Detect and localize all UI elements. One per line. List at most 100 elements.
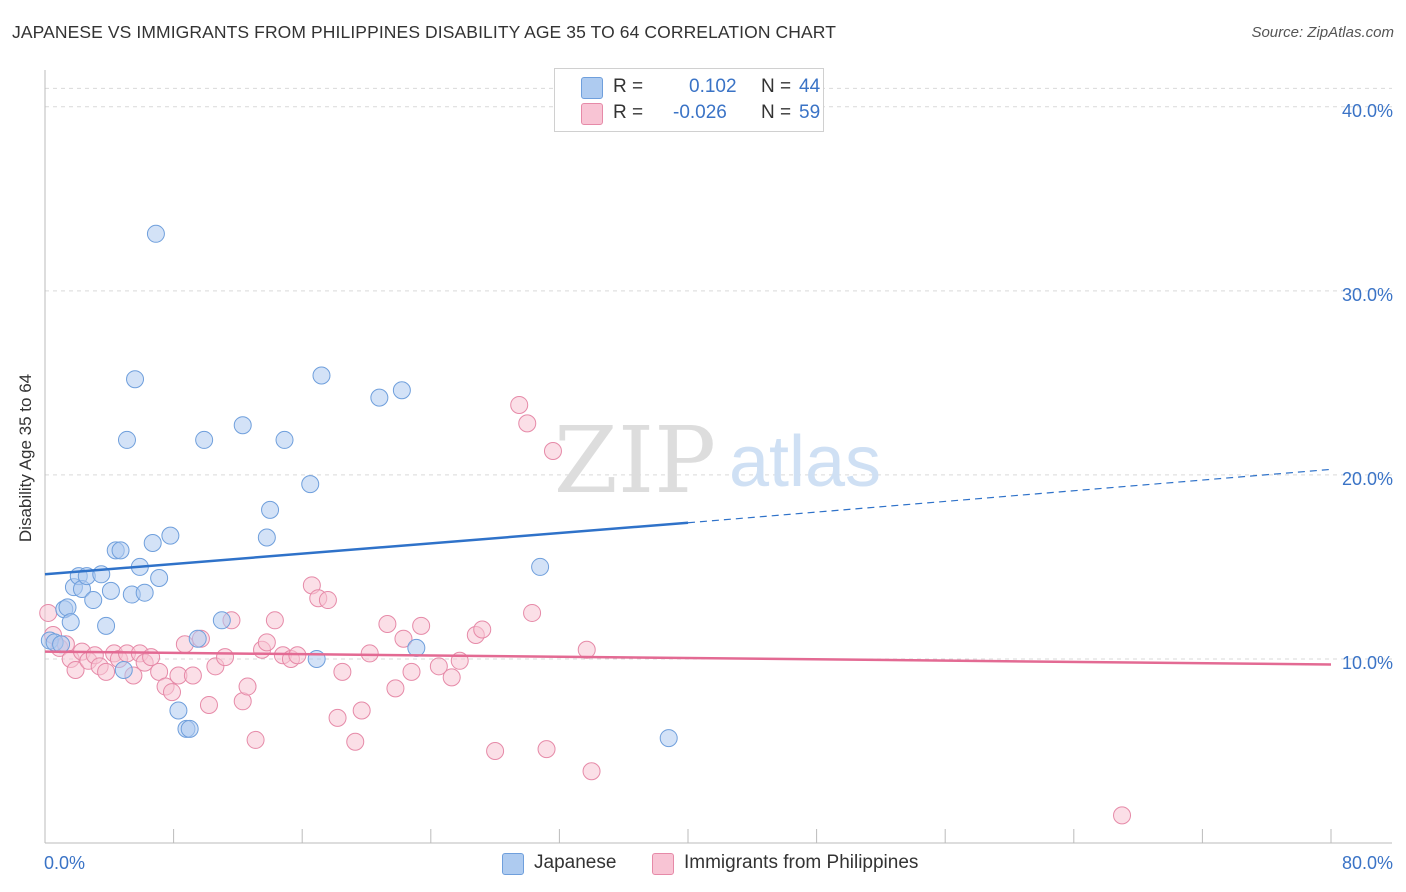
- trend-line-japanese: [44, 521, 689, 576]
- data-point-japanese: [97, 616, 116, 635]
- legend-n-label: N =: [761, 76, 792, 97]
- data-point-japanese: [117, 430, 136, 449]
- data-point-philippines: [486, 741, 505, 760]
- data-point-philippines: [346, 732, 365, 751]
- data-point-philippines: [510, 395, 529, 414]
- data-point-philippines: [318, 591, 337, 610]
- data-point-philippines: [333, 662, 352, 681]
- data-point-philippines: [246, 730, 265, 749]
- data-point-japanese: [212, 611, 231, 630]
- data-point-philippines: [523, 603, 542, 622]
- data-point-philippines: [265, 611, 284, 630]
- data-point-japanese: [61, 613, 80, 632]
- data-point-japanese: [261, 500, 280, 519]
- data-point-philippines: [537, 740, 556, 759]
- data-point-japanese: [307, 649, 326, 668]
- data-point-philippines: [378, 614, 397, 633]
- data-point-japanese: [111, 541, 130, 560]
- watermark: ZIP atlas: [554, 407, 881, 514]
- data-point-philippines: [518, 414, 537, 433]
- data-point-japanese: [143, 534, 162, 553]
- data-point-japanese: [659, 729, 678, 748]
- data-point-philippines: [386, 679, 405, 698]
- data-point-japanese: [101, 581, 120, 600]
- x-tick-label-min: 0.0%: [44, 853, 85, 873]
- data-point-philippines: [442, 668, 461, 687]
- trend-lines: [44, 468, 1332, 666]
- data-point-philippines: [473, 620, 492, 639]
- data-point-japanese: [407, 638, 426, 657]
- data-point-philippines: [216, 648, 235, 667]
- data-point-japanese: [275, 430, 294, 449]
- data-point-philippines: [394, 629, 413, 648]
- data-point-japanese: [233, 416, 252, 435]
- axes: [44, 70, 1392, 844]
- data-point-philippines: [402, 662, 421, 681]
- legend-r-value: 0.102: [689, 76, 737, 97]
- y-tick-label: 10.0%: [1342, 653, 1393, 673]
- correlation-legend: R = 0.102 N = 44 R = -0.026 N = 59: [554, 68, 824, 132]
- data-point-philippines: [328, 708, 347, 727]
- data-point-philippines: [577, 640, 596, 659]
- bottom-legend-label-philippines: Immigrants from Philippines: [684, 852, 919, 873]
- data-point-japanese: [257, 528, 276, 547]
- data-point-japanese: [370, 388, 389, 407]
- legend-n-label: N =: [761, 102, 792, 123]
- data-point-japanese: [126, 370, 145, 389]
- legend-swatch-philippines: [581, 103, 603, 125]
- data-point-philippines: [582, 762, 601, 781]
- y-tick-label: 40.0%: [1342, 101, 1393, 121]
- data-point-japanese: [150, 568, 169, 587]
- data-point-philippines: [39, 603, 58, 622]
- data-point-japanese: [312, 366, 331, 385]
- data-point-japanese: [392, 381, 411, 400]
- watermark-zip: ZIP: [554, 407, 716, 514]
- data-point-philippines: [543, 441, 562, 460]
- trend-line-philippines: [44, 650, 1332, 666]
- watermark-atlas: atlas: [729, 422, 881, 502]
- chart-title: JAPANESE VS IMMIGRANTS FROM PHILIPPINES …: [12, 22, 837, 42]
- grid-lines: [45, 87, 1392, 660]
- bottom-legend-swatch-philippines: [652, 853, 674, 875]
- data-point-philippines: [162, 683, 181, 702]
- data-point-philippines: [352, 701, 371, 720]
- data-point-japanese: [135, 583, 154, 602]
- data-point-philippines: [429, 657, 448, 676]
- y-axis-label: Disability Age 35 to 64: [16, 373, 35, 543]
- legend-swatch-japanese: [581, 77, 603, 99]
- x-tick-label-max: 80.0%: [1342, 853, 1393, 873]
- data-point-japanese: [161, 526, 180, 545]
- data-point-japanese: [58, 598, 77, 617]
- data-point-japanese: [146, 224, 165, 243]
- data-point-japanese: [52, 635, 71, 654]
- data-point-philippines: [97, 662, 116, 681]
- bottom-legend-label-japanese: Japanese: [534, 852, 617, 873]
- data-point-philippines: [66, 660, 85, 679]
- y-tick-label: 30.0%: [1342, 285, 1393, 305]
- data-point-philippines: [199, 695, 218, 714]
- data-point-philippines: [142, 648, 161, 667]
- legend-n-value: 59: [799, 102, 821, 123]
- source-label: Source: ZipAtlas.com: [1251, 24, 1394, 41]
- data-point-philippines: [360, 644, 379, 663]
- data-point-philippines: [1113, 806, 1132, 825]
- legend-r-label: R =: [613, 76, 644, 97]
- data-point-japanese: [188, 629, 207, 648]
- data-point-philippines: [238, 677, 257, 696]
- legend-r-label: R =: [613, 102, 644, 123]
- data-point-philippines: [257, 633, 276, 652]
- data-point-japanese: [169, 701, 188, 720]
- data-point-japanese: [301, 475, 320, 494]
- legend-n-value: 44: [799, 76, 821, 97]
- tick-labels: 10.0% 20.0% 30.0% 40.0% 0.0% 80.0%: [44, 101, 1393, 873]
- y-tick-label: 20.0%: [1342, 469, 1393, 489]
- bottom-legend-swatch-japanese: [502, 853, 524, 875]
- data-point-japanese: [114, 660, 133, 679]
- data-point-japanese: [531, 557, 550, 576]
- data-point-japanese: [84, 591, 103, 610]
- data-point-japanese: [195, 430, 214, 449]
- data-point-philippines: [183, 666, 202, 685]
- series-japanese: [40, 224, 678, 748]
- data-point-japanese: [180, 719, 199, 738]
